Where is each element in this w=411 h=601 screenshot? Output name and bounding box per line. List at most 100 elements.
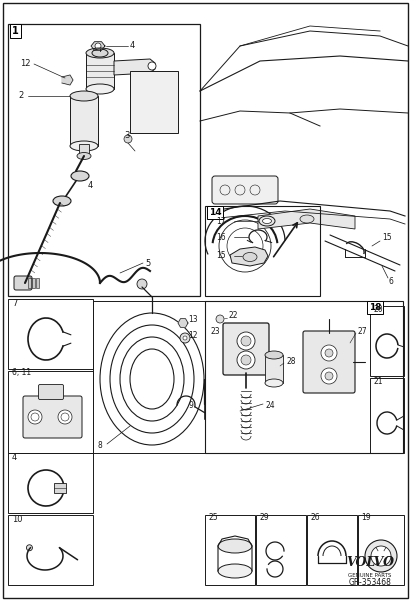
Text: 9: 9: [188, 400, 193, 409]
Circle shape: [237, 351, 255, 369]
Text: 17: 17: [216, 216, 226, 225]
Polygon shape: [230, 247, 268, 266]
Bar: [205, 206, 320, 296]
Text: 12: 12: [20, 59, 30, 69]
Ellipse shape: [218, 564, 252, 578]
Circle shape: [371, 546, 391, 566]
Polygon shape: [258, 209, 355, 229]
Text: 15: 15: [382, 234, 392, 242]
Bar: [36, 278, 39, 288]
Ellipse shape: [265, 351, 283, 359]
Text: 2: 2: [18, 91, 23, 100]
Text: 3: 3: [125, 132, 130, 141]
Text: 21: 21: [373, 376, 383, 385]
Bar: [8, 371, 93, 453]
Circle shape: [58, 410, 72, 424]
Text: 16: 16: [216, 233, 226, 242]
Text: 4: 4: [12, 454, 17, 463]
Ellipse shape: [218, 539, 252, 553]
Ellipse shape: [259, 216, 275, 226]
Text: 25: 25: [208, 513, 218, 522]
Bar: [256, 515, 306, 585]
Bar: [307, 515, 357, 585]
Text: 8: 8: [97, 442, 102, 451]
Bar: [265, 355, 283, 383]
Ellipse shape: [86, 84, 114, 94]
Circle shape: [28, 410, 42, 424]
Text: 4: 4: [130, 41, 135, 50]
Bar: [32, 278, 35, 288]
Bar: [8, 299, 93, 369]
Ellipse shape: [70, 141, 98, 151]
Ellipse shape: [92, 49, 108, 57]
Text: 4: 4: [88, 182, 93, 191]
Circle shape: [26, 545, 32, 551]
Circle shape: [241, 336, 251, 346]
Bar: [130, 71, 178, 133]
Bar: [370, 306, 404, 376]
Circle shape: [183, 336, 187, 340]
Text: 15: 15: [216, 251, 226, 260]
Text: GENUINE PARTS: GENUINE PARTS: [348, 573, 392, 578]
Bar: [8, 24, 200, 296]
Bar: [86, 53, 114, 89]
Bar: [370, 378, 404, 453]
Text: 12: 12: [188, 332, 198, 341]
Ellipse shape: [86, 48, 114, 58]
Circle shape: [137, 279, 147, 289]
Text: 22: 22: [228, 311, 238, 320]
Text: 10: 10: [12, 514, 23, 523]
Text: 6, 11: 6, 11: [12, 368, 31, 377]
Text: 7: 7: [12, 299, 17, 308]
FancyBboxPatch shape: [223, 323, 269, 375]
FancyBboxPatch shape: [23, 396, 82, 438]
Bar: [93, 301, 205, 453]
Circle shape: [124, 135, 132, 143]
Text: GR-353468: GR-353468: [349, 578, 391, 587]
Circle shape: [237, 332, 255, 350]
Text: 19: 19: [361, 513, 371, 522]
Bar: [205, 515, 255, 585]
Polygon shape: [62, 75, 73, 85]
Circle shape: [148, 62, 156, 70]
Ellipse shape: [265, 379, 283, 387]
Circle shape: [241, 355, 251, 365]
Circle shape: [325, 372, 333, 380]
Circle shape: [321, 368, 337, 384]
Text: 29: 29: [259, 513, 269, 522]
Bar: [8, 453, 93, 513]
Text: 27: 27: [357, 326, 367, 335]
Text: VOLVO: VOLVO: [346, 556, 394, 569]
Polygon shape: [91, 41, 105, 50]
Bar: [358, 515, 404, 585]
Ellipse shape: [53, 196, 71, 206]
Bar: [54, 483, 66, 493]
FancyBboxPatch shape: [303, 331, 355, 393]
Ellipse shape: [300, 215, 314, 223]
FancyBboxPatch shape: [14, 276, 32, 290]
Bar: [70, 96, 98, 146]
Text: 24: 24: [265, 401, 275, 410]
Text: 18: 18: [369, 303, 381, 312]
Text: 13: 13: [188, 314, 198, 323]
Text: 1: 1: [12, 26, 19, 36]
Bar: [28, 278, 31, 288]
Text: 14: 14: [209, 208, 222, 217]
Bar: [205, 301, 403, 453]
Circle shape: [365, 540, 397, 572]
Ellipse shape: [77, 153, 91, 159]
Text: 28: 28: [286, 356, 296, 365]
Text: 26: 26: [310, 513, 320, 522]
Bar: [8, 515, 93, 585]
Bar: [79, 144, 89, 156]
Circle shape: [325, 349, 333, 357]
Text: 20: 20: [373, 305, 383, 314]
Text: 5: 5: [145, 258, 150, 267]
Circle shape: [216, 315, 224, 323]
Circle shape: [321, 345, 337, 361]
Circle shape: [95, 43, 101, 49]
FancyBboxPatch shape: [212, 176, 278, 204]
Ellipse shape: [70, 91, 98, 101]
Ellipse shape: [263, 219, 272, 224]
Polygon shape: [178, 319, 188, 328]
